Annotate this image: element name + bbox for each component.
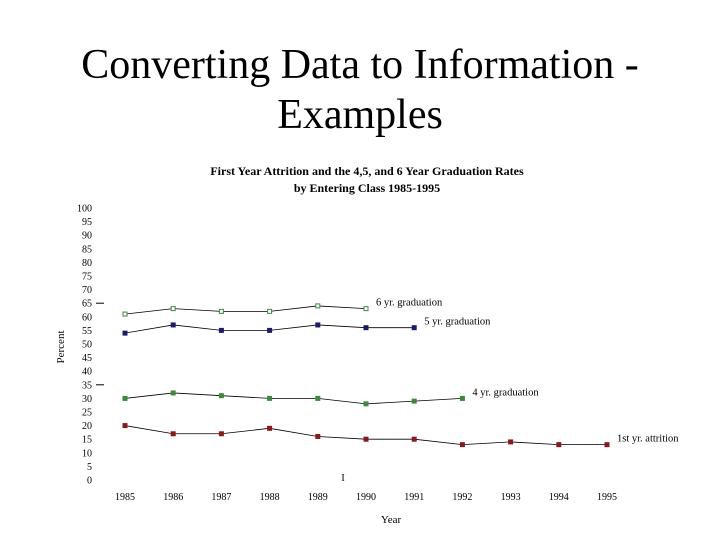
data-point xyxy=(170,431,176,437)
y-tick-label: 75 xyxy=(82,272,92,283)
x-tick-label: 1988 xyxy=(260,492,280,503)
series-line xyxy=(124,305,367,315)
series-line xyxy=(124,425,607,446)
data-point xyxy=(170,322,176,328)
data-point xyxy=(218,393,224,399)
y-tick-label: 80 xyxy=(82,258,92,269)
y-tick-label: 15 xyxy=(82,435,92,446)
data-point xyxy=(315,303,321,309)
y-tick-label: 25 xyxy=(82,408,92,419)
x-tick-label: 1991 xyxy=(404,492,424,503)
slide-title-line-1: Converting Data to Information - xyxy=(81,42,639,88)
data-point xyxy=(170,306,176,312)
data-point xyxy=(315,433,321,439)
y-tick-label: 85 xyxy=(82,244,92,255)
data-point xyxy=(267,425,273,431)
y-tick-label: 30 xyxy=(82,394,92,405)
data-point xyxy=(459,442,465,448)
data-point xyxy=(556,442,562,448)
data-point xyxy=(267,308,273,314)
series-1: 5 yr. graduation xyxy=(122,317,491,336)
y-tick-label: 20 xyxy=(82,421,92,432)
y-axis-ticks: 0 5 10 15 20 25 30 35 40 45 50 55 60 65 70 75 80 85 90 95 10… xyxy=(77,204,104,487)
slide-title-line-2: Examples xyxy=(277,92,443,138)
series-label: 4 yr. graduation xyxy=(472,387,539,398)
data-point xyxy=(363,436,369,442)
y-tick-label: 65 xyxy=(82,299,92,310)
data-point xyxy=(604,442,610,448)
data-point xyxy=(411,325,417,331)
y-tick-label: 95 xyxy=(82,217,92,228)
x-tick-label: 1989 xyxy=(308,492,328,503)
y-tick-label: 0 xyxy=(87,476,92,487)
series-label: 5 yr. graduation xyxy=(424,317,491,328)
y-tick-label: 50 xyxy=(82,340,92,351)
chart-title: First Year Attrition and the 4,5, and 6 … xyxy=(210,164,524,178)
x-tick-label: 1986 xyxy=(163,492,183,503)
series-0: 6 yr. graduation xyxy=(122,298,443,317)
data-point xyxy=(122,423,128,429)
data-point xyxy=(363,401,369,407)
data-point xyxy=(122,311,128,317)
series-3: 1st yr. attrition xyxy=(122,423,679,448)
data-point xyxy=(363,306,369,312)
data-point xyxy=(508,439,514,445)
y-tick-label: 35 xyxy=(82,380,92,391)
x-tick-label: 1985 xyxy=(115,492,135,503)
y-tick-label: 70 xyxy=(82,285,92,296)
y-tick-label: 45 xyxy=(82,353,92,364)
y-tick-label: 5 xyxy=(87,462,92,473)
stray-mark: I xyxy=(341,473,344,484)
series-2: 4 yr. graduation xyxy=(122,387,539,407)
y-tick-label: 55 xyxy=(82,326,92,337)
data-point xyxy=(267,395,273,401)
data-point xyxy=(315,395,321,401)
data-point xyxy=(218,431,224,437)
slide-title: Converting Data to Information - Example… xyxy=(0,40,720,140)
data-point xyxy=(122,395,128,401)
data-point xyxy=(411,436,417,442)
y-tick-label: 90 xyxy=(82,231,92,242)
x-tick-label: 1990 xyxy=(356,492,376,503)
data-point xyxy=(363,325,369,331)
x-tick-label: 1992 xyxy=(452,492,472,503)
x-tick-label: 1994 xyxy=(549,492,569,503)
x-tick-label: 1993 xyxy=(501,492,521,503)
series-label: 6 yr. graduation xyxy=(376,298,443,309)
y-tick-label: 100 xyxy=(77,204,92,215)
y-tick-label: 40 xyxy=(82,367,92,378)
data-point xyxy=(218,308,224,314)
series-layer: 6 yr. graduation 5 yr. graduation 4 yr. gr… xyxy=(122,298,679,448)
x-tick-label: 1995 xyxy=(597,492,617,503)
data-point xyxy=(218,327,224,333)
data-point xyxy=(170,390,176,396)
data-point xyxy=(411,398,417,404)
y-tick-label: 10 xyxy=(82,448,92,459)
data-point xyxy=(122,330,128,336)
data-point xyxy=(459,395,465,401)
series-line xyxy=(124,392,463,405)
y-tick-label: 60 xyxy=(82,312,92,323)
x-axis-label: Year xyxy=(381,514,402,526)
data-point xyxy=(315,322,321,328)
data-point xyxy=(267,327,273,333)
y-axis-label: Percent xyxy=(55,331,67,364)
x-tick-label: 1987 xyxy=(211,492,231,503)
chart-subtitle: by Entering Class 1985-1995 xyxy=(294,181,440,195)
series-label: 1st yr. attrition xyxy=(617,434,679,445)
x-axis-ticks: 1985 1986 1987 1988 1989 1990 1991 1992 1993 1994… xyxy=(115,492,617,503)
